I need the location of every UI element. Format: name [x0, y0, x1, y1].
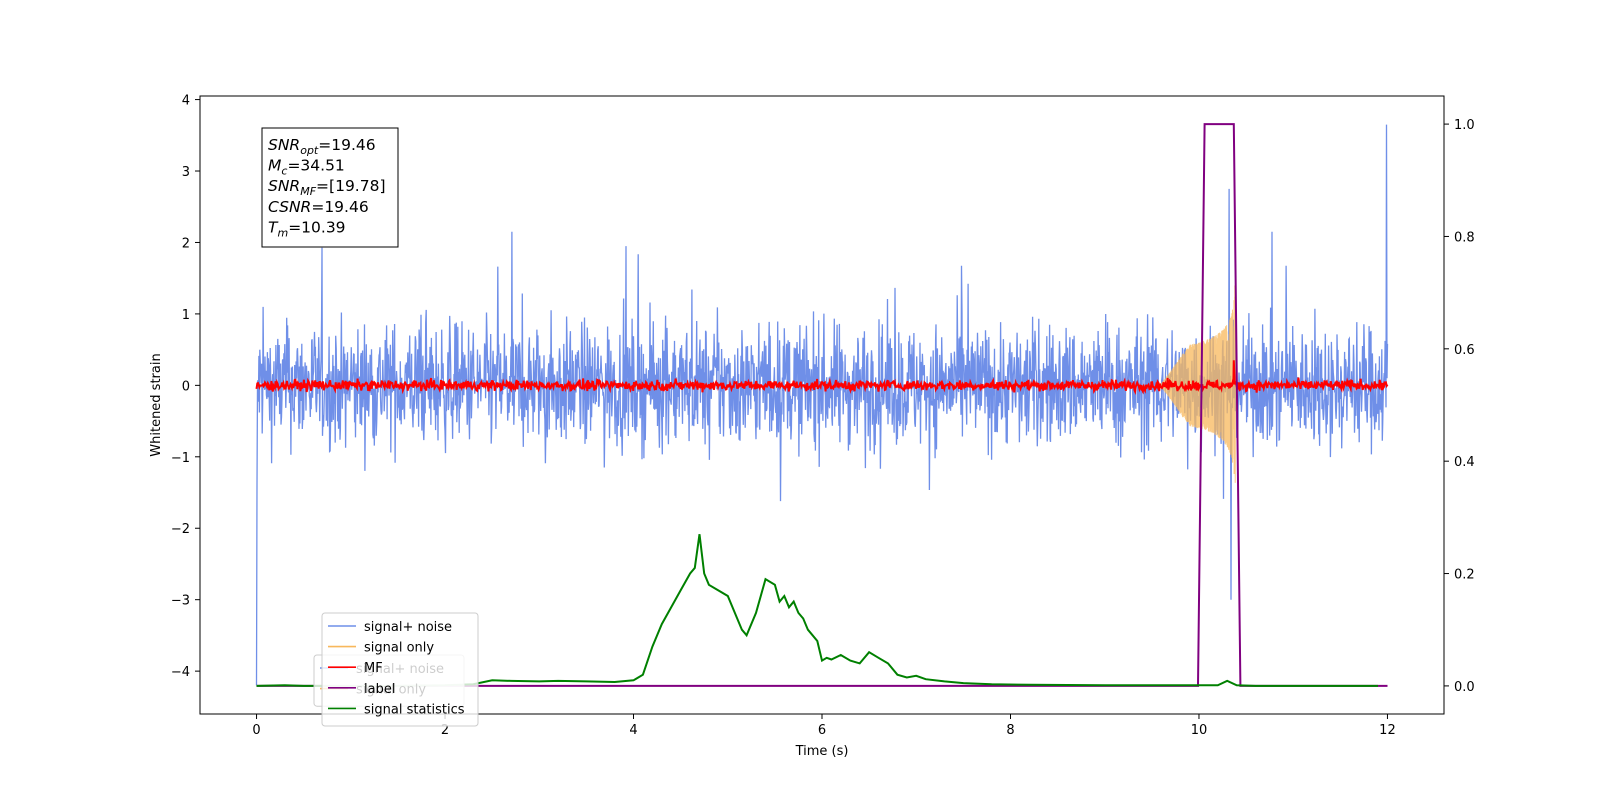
legend-label: signal statistics	[364, 702, 465, 717]
x-axis-label: Time (s)	[795, 744, 849, 759]
y-tick-label: −4	[171, 665, 190, 680]
annotation-line: SNRMF=[19.78]	[268, 177, 386, 198]
y-tick-label: −1	[171, 451, 190, 466]
x-tick-label: 4	[629, 723, 637, 738]
y2-tick-label: 0.6	[1454, 343, 1475, 358]
annotation-line: CSNR=19.46	[268, 198, 369, 216]
legend-front: signal+ noise signal only MF label signal st…	[321, 612, 479, 727]
y-tick-label: 1	[182, 308, 190, 323]
y-tick-label: −3	[171, 594, 190, 609]
annotation-line: Mc=34.51	[268, 157, 345, 178]
x-tick-label: 2	[441, 723, 449, 738]
x-tick-label: 8	[1006, 723, 1014, 738]
y-tick-label: 4	[182, 94, 190, 109]
annotation-box	[261, 127, 399, 248]
y2-tick-label: 0.0	[1454, 680, 1475, 695]
series-layer	[255, 123, 1389, 687]
y2-tick-label: 0.8	[1454, 230, 1475, 245]
legend-label: signal+ noise	[364, 620, 452, 635]
y2-tick-label: 0.4	[1454, 455, 1475, 470]
legend-frame	[321, 612, 479, 727]
legend-label: MF	[364, 661, 383, 676]
annotation-line: Tm=10.39	[268, 218, 346, 239]
legend: signal+ noise signal onlysignal+ noise sig…	[313, 612, 479, 727]
stats-annotation: SNRopt=19.46Mc=34.51SNRMF=[19.78]CSNR=19…	[261, 127, 399, 248]
annotation-line: SNRopt=19.46	[268, 136, 376, 157]
x-tick-label: 12	[1379, 723, 1396, 738]
y2-tick-label: 0.2	[1454, 568, 1475, 583]
x-tick-label: 10	[1191, 723, 1208, 738]
legend-label: signal only	[364, 641, 434, 656]
legend-label: label	[364, 682, 395, 697]
x-tick-label: 6	[818, 723, 826, 738]
series-mf	[255, 360, 1389, 395]
y-axis-label: Whitened strain	[149, 353, 164, 456]
x-tick-label: 0	[252, 723, 260, 738]
y-tick-label: −2	[171, 522, 190, 537]
y-tick-label: 3	[182, 165, 190, 180]
y-tick-label: 0	[182, 379, 190, 394]
series-signal-statistics	[256, 534, 1378, 687]
series-signal-only	[1160, 264, 1240, 483]
y-tick-label: 2	[182, 236, 190, 251]
y2-tick-label: 1.0	[1454, 118, 1475, 133]
